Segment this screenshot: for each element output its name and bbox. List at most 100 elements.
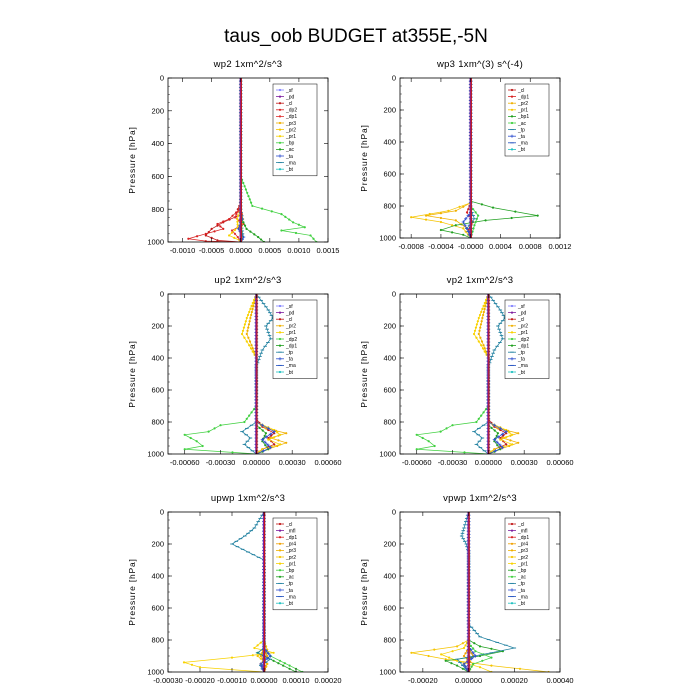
legend-entry: _dp1 — [285, 114, 297, 120]
series-point — [479, 326, 482, 329]
legend-marker — [510, 88, 514, 92]
legend-entry: _dp2 — [285, 337, 297, 343]
legend-marker — [510, 536, 514, 539]
series-point — [245, 332, 248, 336]
y-tick-label: 400 — [383, 572, 396, 581]
series-point — [288, 667, 291, 670]
legend-entry: _ta — [285, 588, 293, 594]
series-point — [467, 208, 470, 211]
series-point — [266, 654, 269, 658]
legend-marker — [510, 337, 514, 341]
series-point — [249, 230, 252, 233]
series-point — [219, 424, 222, 427]
series-point — [510, 216, 513, 220]
series-point — [479, 323, 483, 326]
x-tick-label: 0.00060 — [314, 458, 341, 467]
series-point — [198, 666, 202, 669]
y-tick-label: 0 — [160, 508, 164, 517]
series-point — [458, 205, 461, 208]
series-point — [248, 344, 251, 347]
y-tick-label: 800 — [151, 418, 164, 427]
panel-title: wp2 1xm^2/s^3 — [213, 59, 283, 70]
series-point — [473, 329, 477, 332]
series-point — [237, 214, 240, 217]
plot-area — [415, 294, 520, 454]
y-tick-label: 600 — [383, 170, 396, 179]
y-tick-label: 400 — [383, 138, 396, 147]
series-point — [250, 310, 253, 314]
series-point — [264, 427, 268, 430]
series-point — [182, 661, 186, 664]
series-point — [484, 298, 488, 302]
x-tick-label: -0.0010 — [170, 246, 195, 255]
series-point — [297, 223, 301, 226]
series-point — [496, 427, 500, 430]
series-point — [450, 231, 454, 234]
legend-entry: _ma — [517, 141, 528, 147]
y-axis-label: Pressure [hPa] — [359, 124, 369, 191]
legend-marker — [510, 522, 514, 526]
series-point — [474, 211, 477, 214]
legend-entry: _sf — [285, 304, 293, 310]
legend-marker — [278, 331, 282, 334]
legend-marker — [510, 344, 514, 347]
panel-5: upwp 1xm^2/s^302004006008001000-0.00030-… — [127, 493, 342, 685]
series-point — [247, 326, 250, 329]
series-point — [490, 664, 493, 667]
series-point — [428, 212, 431, 216]
x-tick-label: 0.00000 — [243, 458, 270, 467]
series-point — [461, 642, 464, 645]
series-point — [465, 226, 469, 230]
x-tick-label: 0.0010 — [287, 246, 310, 255]
series-point — [477, 340, 480, 343]
series-point — [272, 430, 276, 434]
series-point — [433, 444, 436, 448]
series-point — [247, 194, 250, 198]
series-point — [493, 429, 496, 432]
series-point — [479, 336, 482, 339]
series-point — [266, 426, 270, 430]
legend-marker — [510, 331, 514, 334]
series-point — [257, 235, 260, 239]
series-point — [227, 217, 231, 221]
series-point — [483, 301, 486, 305]
series-point — [480, 414, 483, 417]
series-point — [483, 307, 486, 311]
legend-entry: _pr2 — [517, 324, 528, 330]
y-tick-label: 200 — [151, 106, 164, 115]
series-point — [450, 224, 454, 227]
series-point — [243, 224, 247, 227]
series-point — [187, 237, 190, 240]
x-tick-label: 0.00060 — [546, 458, 573, 467]
series-point — [498, 443, 502, 447]
legend-marker — [510, 575, 514, 578]
series-point — [236, 220, 239, 223]
series-point — [475, 336, 478, 339]
y-tick-label: 200 — [151, 540, 164, 549]
y-tick-label: 1000 — [379, 234, 396, 243]
legend-entry: _pr1 — [517, 330, 528, 336]
series-point — [474, 650, 477, 653]
series-point — [259, 238, 263, 241]
y-tick-label: 0 — [160, 290, 164, 299]
series-point — [260, 423, 264, 427]
series-point — [462, 662, 466, 666]
series-point — [496, 444, 499, 447]
series-point — [268, 654, 272, 658]
series-point — [511, 443, 514, 446]
legend-entry: _sf — [517, 304, 525, 310]
series-point — [263, 434, 266, 437]
series-point — [231, 214, 234, 217]
series-point — [282, 664, 285, 667]
legend-entry: _ta — [517, 357, 525, 363]
series-point — [470, 665, 473, 668]
x-tick-label: -0.00030 — [206, 458, 236, 467]
legend-entry: _dp1 — [285, 343, 297, 349]
series-point — [236, 210, 239, 213]
series-point — [415, 448, 418, 451]
legend-marker — [278, 108, 282, 111]
series-point — [501, 446, 505, 450]
series-point — [484, 408, 488, 411]
legend-marker — [278, 135, 282, 138]
